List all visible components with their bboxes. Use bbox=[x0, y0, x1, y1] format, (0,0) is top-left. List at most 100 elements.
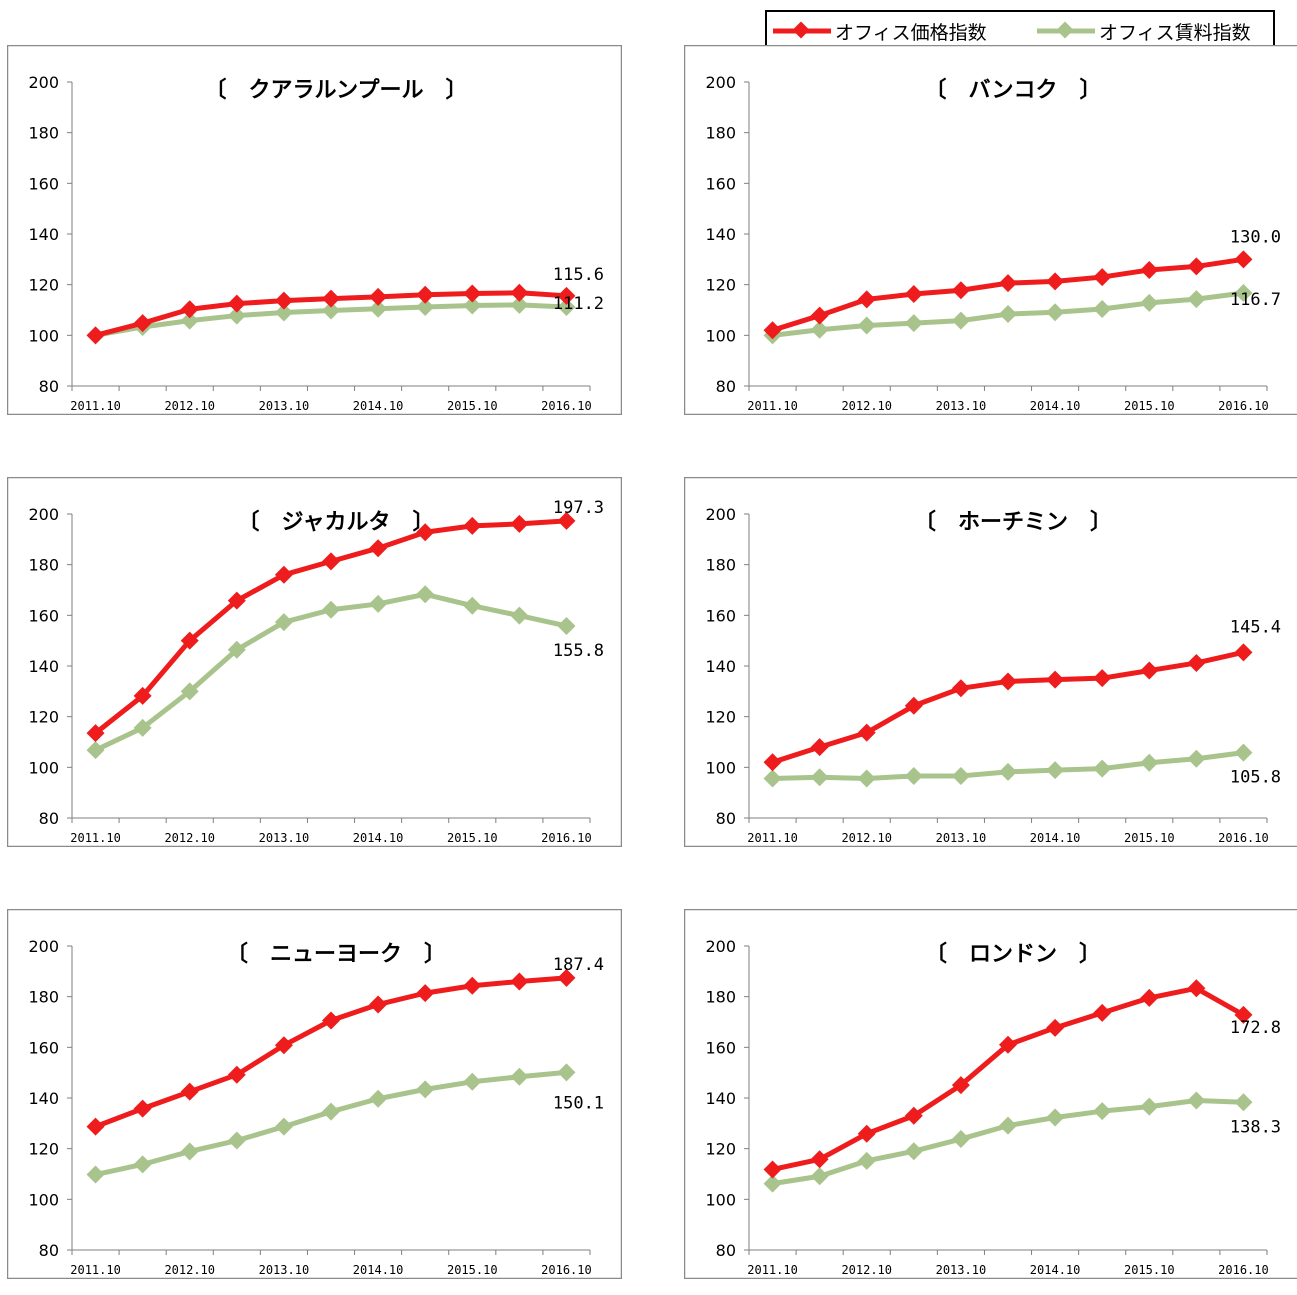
y-tick-label: 80 bbox=[39, 1241, 59, 1260]
price-point-marker bbox=[557, 511, 576, 530]
rent-point-marker bbox=[86, 741, 105, 760]
y-tick-label: 180 bbox=[705, 988, 736, 1007]
rent-point-marker bbox=[274, 1117, 293, 1136]
price-point-marker bbox=[369, 287, 388, 306]
rent-point-marker bbox=[999, 305, 1017, 324]
x-tick-label: 2016.10 bbox=[1218, 831, 1269, 845]
price-point-marker bbox=[133, 686, 152, 705]
price-point-marker bbox=[904, 285, 923, 304]
rent-point-marker bbox=[1187, 749, 1206, 768]
x-tick-label: 2013.10 bbox=[259, 831, 310, 845]
rent-point-marker bbox=[180, 682, 199, 701]
rent-point-marker bbox=[557, 1063, 576, 1082]
chart-frame bbox=[7, 45, 622, 415]
y-tick-label: 100 bbox=[705, 326, 736, 345]
rent-point-marker bbox=[322, 600, 340, 619]
price-end-value-label: 130.0 bbox=[1230, 227, 1281, 247]
chart-svg: 80 100 120 140 160 180 200 2011.10 2012.10 2013.1… bbox=[684, 909, 1297, 1279]
x-tick-label: 2011.10 bbox=[70, 831, 121, 845]
price-point-marker bbox=[904, 1106, 923, 1125]
rent-point-marker bbox=[1046, 761, 1065, 780]
price-point-marker bbox=[1187, 653, 1206, 672]
price-point-marker bbox=[951, 281, 970, 300]
price-point-marker bbox=[1187, 979, 1206, 998]
price-point-marker bbox=[1234, 643, 1253, 662]
rent-point-marker bbox=[904, 766, 923, 785]
rent-point-marker bbox=[857, 769, 876, 788]
price-end-value-label: 172.8 bbox=[1230, 1018, 1281, 1038]
y-tick-label: 140 bbox=[705, 225, 736, 244]
price-point-marker bbox=[369, 995, 388, 1014]
y-tick-label: 180 bbox=[705, 556, 736, 575]
rent-point-marker bbox=[274, 613, 293, 632]
price-point-marker bbox=[274, 565, 293, 584]
price-point-marker bbox=[1093, 669, 1112, 688]
rent-point-marker bbox=[904, 314, 923, 333]
price-point-marker bbox=[227, 294, 246, 313]
rent-point-marker bbox=[557, 616, 576, 635]
price-point-marker bbox=[416, 523, 435, 542]
rent-point-marker bbox=[557, 297, 576, 316]
y-tick-label: 160 bbox=[28, 606, 59, 625]
y-tick-label: 140 bbox=[28, 225, 59, 244]
y-tick-label: 120 bbox=[705, 1140, 736, 1159]
chart-panel-kuala-lumpur: 80 100 120 140 160 180 200 2011.10 2012.10 2013.1… bbox=[7, 45, 622, 415]
x-tick-label: 2012.10 bbox=[164, 399, 215, 413]
price-point-marker bbox=[86, 724, 105, 743]
x-tick-label: 2013.10 bbox=[936, 399, 987, 413]
rent-point-marker bbox=[416, 297, 435, 316]
x-tick-label: 2016.10 bbox=[541, 831, 592, 845]
y-tick-label: 140 bbox=[705, 1089, 736, 1108]
x-tick-label: 2011.10 bbox=[70, 399, 121, 413]
price-point-marker bbox=[857, 290, 876, 309]
rent-point-marker bbox=[510, 1067, 529, 1086]
x-tick-label: 2013.10 bbox=[259, 399, 310, 413]
price-point-marker bbox=[999, 1035, 1017, 1054]
rent-point-marker bbox=[904, 1142, 923, 1161]
rent-point-marker bbox=[510, 295, 529, 314]
price-point-marker bbox=[180, 1082, 199, 1101]
price-point-marker bbox=[322, 289, 340, 308]
x-tick-label: 2016.10 bbox=[541, 399, 592, 413]
x-tick-label: 2012.10 bbox=[164, 831, 215, 845]
price-point-marker bbox=[1234, 250, 1253, 269]
price-point-marker bbox=[180, 300, 199, 319]
rent-point-marker bbox=[1234, 284, 1253, 303]
price-point-marker bbox=[1046, 1018, 1065, 1037]
chart-panel-bangkok: 80 100 120 140 160 180 200 2011.10 2012.10 2013.1… bbox=[684, 45, 1297, 415]
price-point-marker bbox=[763, 753, 782, 772]
rent-point-marker bbox=[227, 1131, 246, 1150]
rent-point-marker bbox=[951, 1130, 970, 1149]
x-tick-label: 2014.10 bbox=[1030, 399, 1081, 413]
price-point-marker bbox=[951, 1076, 970, 1095]
x-tick-label: 2012.10 bbox=[164, 1263, 215, 1277]
price-point-marker bbox=[463, 976, 482, 995]
chart-svg: 80 100 120 140 160 180 200 2011.10 2012.10 2013.1… bbox=[7, 909, 622, 1279]
rent-point-marker bbox=[180, 1142, 199, 1161]
price-point-marker bbox=[322, 1011, 340, 1030]
y-tick-label: 100 bbox=[705, 758, 736, 777]
rent-point-marker bbox=[1187, 1091, 1206, 1110]
x-tick-label: 2011.10 bbox=[70, 1263, 121, 1277]
chart-title: 〔 ロンドン 〕 bbox=[925, 942, 1101, 967]
chart-frame bbox=[684, 45, 1297, 415]
price-end-value-label: 145.4 bbox=[1230, 617, 1281, 637]
rent-end-value-label: 116.7 bbox=[1230, 290, 1281, 310]
y-tick-label: 120 bbox=[28, 276, 59, 295]
rent-point-marker bbox=[180, 311, 199, 330]
y-tick-label: 100 bbox=[705, 1190, 736, 1209]
price-point-marker bbox=[1093, 1003, 1112, 1022]
rent-end-value-label: 138.3 bbox=[1230, 1117, 1281, 1137]
rent-point-marker bbox=[322, 1102, 340, 1121]
rent-end-value-label: 150.1 bbox=[553, 1093, 604, 1113]
rent-point-marker bbox=[763, 1174, 782, 1193]
price-point-marker bbox=[322, 552, 340, 571]
x-tick-label: 2015.10 bbox=[1124, 399, 1175, 413]
rent-point-marker bbox=[1046, 303, 1065, 322]
x-tick-label: 2011.10 bbox=[747, 399, 798, 413]
y-tick-label: 80 bbox=[716, 1241, 736, 1260]
price-point-marker bbox=[510, 283, 529, 302]
price-point-marker bbox=[133, 1099, 152, 1118]
chart-title: 〔 バンコク 〕 bbox=[924, 78, 1101, 103]
y-tick-label: 160 bbox=[28, 1038, 59, 1057]
